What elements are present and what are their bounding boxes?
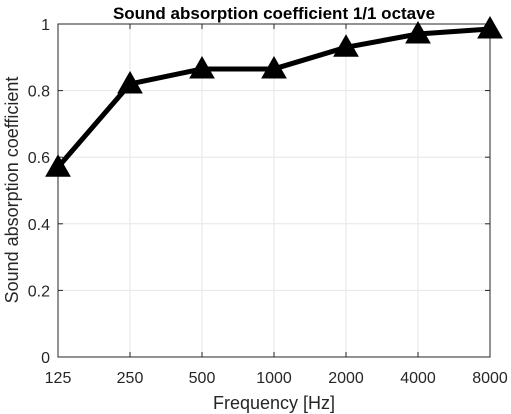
x-tick-label: 2000 [328, 370, 364, 387]
y-tick-label: 0.8 [28, 84, 50, 101]
x-axis-label: Frequency [Hz] [213, 393, 335, 413]
y-tick-label: 1 [41, 17, 50, 34]
series-markers [45, 15, 503, 177]
y-tick-label: 0.6 [28, 150, 50, 167]
chart-title: Sound absorption coefficient 1/1 octave [113, 4, 435, 23]
data-point-marker [333, 34, 359, 57]
y-tick-label: 0.4 [28, 217, 50, 234]
data-point-marker [45, 154, 71, 177]
data-point-marker [405, 20, 431, 44]
y-tick-label: 0 [41, 350, 50, 367]
x-tick-label: 250 [117, 370, 144, 387]
x-tick-label: 125 [45, 370, 72, 387]
x-tick-label: 8000 [472, 370, 508, 387]
data-point-marker [261, 55, 287, 79]
y-axis-label: Sound absorption coefficient [2, 77, 22, 304]
axis-ticks: 125 250 500 1000 2000 4000 8000 0 0.2 0.4 0.6 0.8 1 [28, 17, 508, 387]
x-tick-label: 500 [189, 370, 216, 387]
data-point-marker [189, 55, 215, 79]
data-point-marker [117, 70, 143, 94]
x-tick-label: 1000 [256, 370, 292, 387]
y-tick-label: 0.2 [28, 283, 50, 300]
data-point-marker [477, 15, 503, 39]
x-tick-label: 4000 [400, 370, 436, 387]
